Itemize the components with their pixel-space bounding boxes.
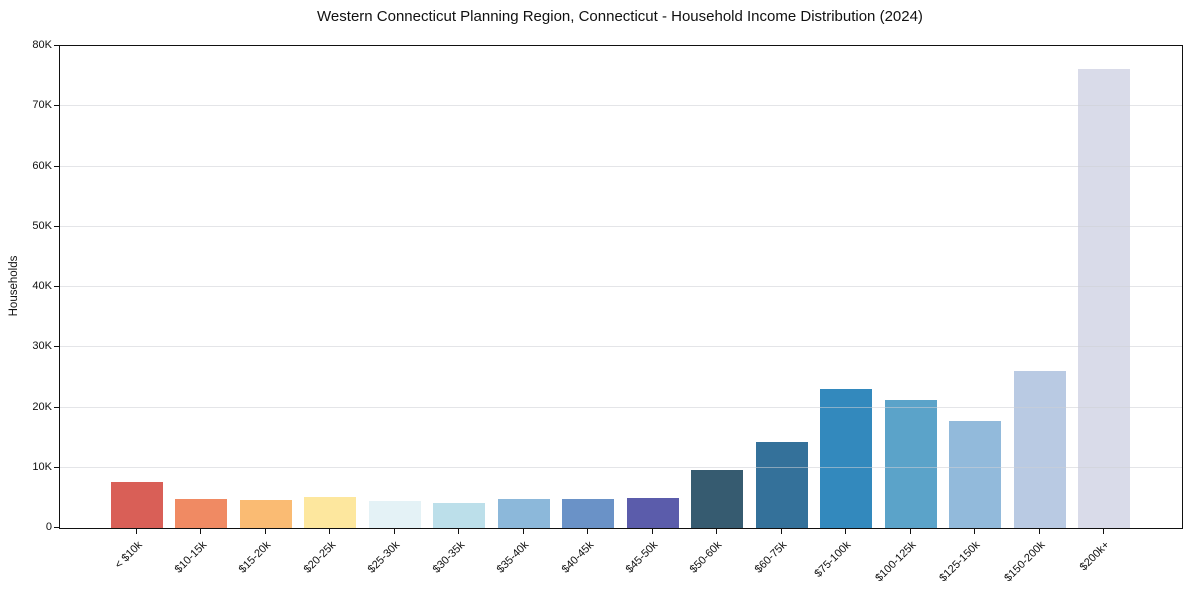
x-tick-label: $25-30k: [365, 539, 403, 576]
y-tick-label: 70K: [32, 99, 52, 111]
x-tick-mark: [845, 528, 846, 534]
y-tick-label: 40K: [32, 280, 52, 292]
y-tick-mark: [54, 407, 59, 408]
x-tick-mark: [329, 528, 330, 534]
x-tick-label: $40-45k: [559, 539, 596, 576]
x-tick-label: $50-60k: [688, 539, 725, 576]
y-tick-mark: [54, 527, 59, 528]
bar: [562, 499, 615, 528]
x-tick-label: $100-125k: [872, 539, 919, 585]
x-tick-label: $60-75k: [752, 539, 790, 576]
y-tick-label: 80K: [32, 39, 52, 51]
bar: [755, 442, 808, 528]
y-tick-mark: [54, 166, 59, 167]
x-tick-label: $35-40k: [494, 539, 532, 576]
y-tick-label: 60K: [32, 160, 52, 172]
bar: [820, 389, 873, 528]
bar: [433, 503, 486, 528]
x-tick-mark: [910, 528, 911, 534]
y-tick-mark: [54, 467, 59, 468]
x-tick-mark: [523, 528, 524, 534]
y-tick-label: 50K: [32, 220, 52, 232]
x-tick-mark: [781, 528, 782, 534]
x-tick-label: $15-20k: [236, 539, 274, 576]
y-tick-mark: [54, 45, 59, 46]
bar: [1078, 69, 1131, 528]
bar: [175, 499, 228, 528]
x-tick-mark: [265, 528, 266, 534]
x-tick-mark: [136, 528, 137, 534]
y-tick-label: 30K: [32, 340, 52, 352]
bars-layer: [60, 46, 1182, 528]
x-tick-label: $10-15k: [172, 539, 209, 576]
bar: [497, 499, 550, 528]
plot-area: [59, 45, 1183, 529]
x-tick-label: $30-35k: [430, 539, 467, 576]
bar: [239, 500, 292, 528]
x-tick-mark: [1103, 528, 1104, 534]
x-tick-label: $75-100k: [812, 539, 854, 580]
y-tick-mark: [54, 226, 59, 227]
x-tick-mark: [716, 528, 717, 534]
x-tick-mark: [200, 528, 201, 534]
bar: [626, 498, 679, 528]
x-tick-label: $20-25k: [301, 539, 338, 576]
x-tick-mark: [1039, 528, 1040, 534]
y-tick-mark: [54, 286, 59, 287]
bar: [304, 497, 357, 528]
bar: [111, 482, 163, 528]
bar: [949, 421, 1002, 528]
bar: [1013, 371, 1066, 528]
chart-title: Western Connecticut Planning Region, Con…: [317, 8, 923, 25]
bar: [691, 470, 744, 528]
x-tick-mark: [974, 528, 975, 534]
bar: [368, 501, 421, 528]
y-tick-label: 20K: [32, 401, 52, 413]
x-tick-label: $125-150k: [937, 539, 983, 585]
y-tick-label: 10K: [32, 461, 52, 473]
y-tick-mark: [54, 105, 59, 106]
x-tick-label: $150-200k: [1001, 539, 1048, 585]
x-tick-mark: [587, 528, 588, 534]
bar: [884, 400, 937, 528]
x-tick-label: < $10k: [112, 539, 145, 572]
x-tick-label: $45-50k: [623, 539, 661, 576]
x-tick-label: $200k+: [1077, 539, 1112, 574]
x-tick-mark: [394, 528, 395, 534]
x-tick-mark: [458, 528, 459, 534]
y-tick-mark: [54, 346, 59, 347]
x-tick-mark: [652, 528, 653, 534]
y-tick-label: 0: [45, 521, 52, 533]
